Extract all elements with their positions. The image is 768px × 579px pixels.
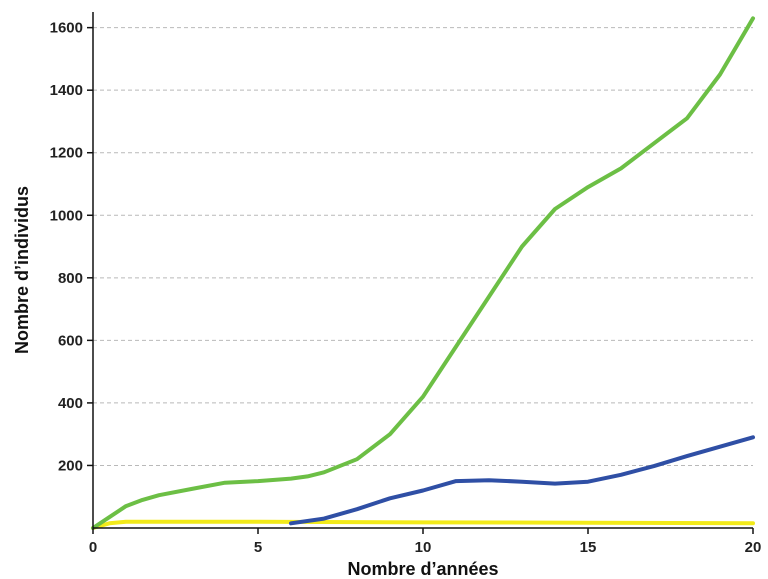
y-tick-label-1600: 1600 xyxy=(50,20,83,37)
series-line-2 xyxy=(289,435,755,526)
series-line-1 xyxy=(91,16,755,530)
x-axis-title: Nombre d’années xyxy=(347,559,498,579)
y-tick-label-800: 800 xyxy=(58,270,83,287)
y-tick-label-1000: 1000 xyxy=(50,207,83,224)
axes xyxy=(92,12,753,529)
x-tick-label-10: 10 xyxy=(415,539,432,556)
x-tick-label-0: 0 xyxy=(89,539,97,556)
y-tick-label-1400: 1400 xyxy=(50,82,83,99)
y-tick-label-1200: 1200 xyxy=(50,145,83,162)
y-tick-label-400: 400 xyxy=(58,395,83,412)
x-tick-label-5: 5 xyxy=(254,539,262,556)
x-tick-label-15: 15 xyxy=(580,539,597,556)
series-layer xyxy=(91,16,755,530)
y-axis-title: Nombre d’individus xyxy=(12,186,32,354)
grid xyxy=(93,27,753,466)
y-tick-label-200: 200 xyxy=(58,457,83,474)
x-tick-label-20: 20 xyxy=(745,539,762,556)
y-tick-label-600: 600 xyxy=(58,332,83,349)
series-line-3 xyxy=(91,519,755,530)
tick-labels: 200 400 600 800 1000 1200 1400 1600 0 5 10 15 20 xyxy=(50,20,762,556)
